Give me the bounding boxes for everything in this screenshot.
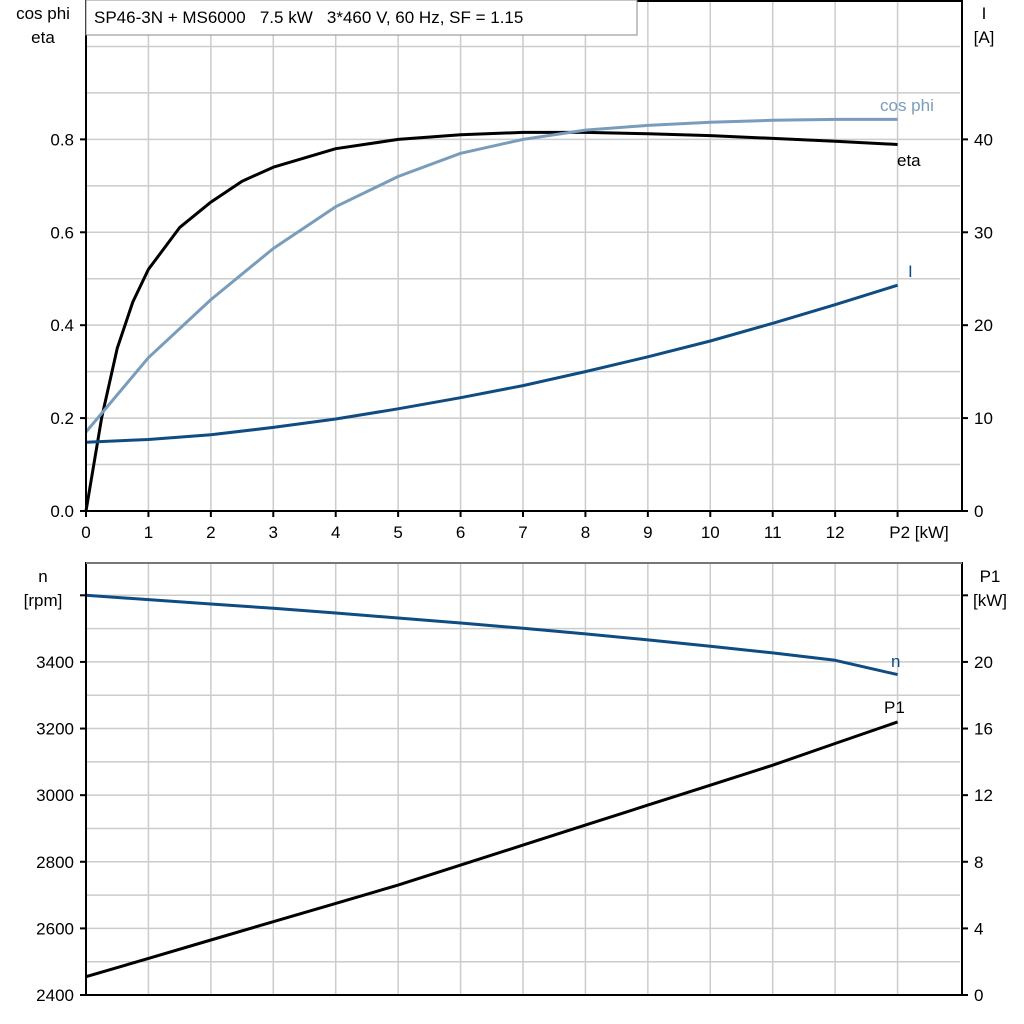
x-tick-label: 11: [764, 523, 782, 542]
y-right-tick-label: 4: [974, 919, 983, 938]
y-right-label-p1: P1: [980, 567, 1001, 586]
y-right-tick-label: 8: [974, 853, 983, 872]
y-tick-label: 2400: [36, 986, 74, 1005]
y-right-label-i: I: [982, 4, 987, 23]
series-line-cos-phi: [84, 117, 898, 433]
y-right-tick-label: 16: [974, 720, 993, 739]
x-tick-label: 10: [701, 523, 720, 542]
y-tick-label: 2600: [36, 919, 74, 938]
y-tick-label: 0.0: [50, 502, 74, 521]
top-grid: [86, 0, 960, 511]
y-right-tick-label: 10: [974, 409, 993, 428]
x-tick-label: 1: [144, 523, 153, 542]
y-right-tick-label: 30: [974, 223, 993, 242]
y-label-eta: eta: [31, 28, 55, 47]
x-tick-label: 7: [518, 523, 527, 542]
x-tick-label: 0: [81, 523, 90, 542]
x-tick-label: 4: [331, 523, 340, 542]
y-right-label-unit-a: [A]: [974, 28, 995, 47]
y-right-tick-label: 20: [974, 316, 993, 335]
y-tick-label: 0.8: [50, 130, 74, 149]
y-right-tick-label: 40: [974, 130, 993, 149]
x-tick-label: 6: [456, 523, 465, 542]
series-line-i: [85, 283, 899, 444]
x-axis-label: P2 [kW]: [889, 523, 949, 542]
y-tick-label: 2800: [36, 853, 74, 872]
title-box: SP46-3N + MS6000 7.5 kW 3*460 V, 60 Hz, …: [85, 0, 638, 36]
y-tick-label: 0.4: [50, 316, 74, 335]
series-label-i: I: [908, 262, 913, 281]
y-tick-label: 3200: [36, 720, 74, 739]
series-label-cos-phi: cos phi: [880, 96, 934, 115]
series-line-eta: [84, 130, 898, 512]
series-line-n: [85, 593, 898, 677]
y-tick-label: 0.2: [50, 409, 74, 428]
series-lines: [84, 117, 899, 979]
x-tick-label: 9: [643, 523, 652, 542]
y-right-label-kw: [kW]: [973, 591, 1007, 610]
y-right-tick-label: 0: [974, 986, 983, 1005]
series-line-p1: [85, 720, 899, 979]
series-label-eta: eta: [897, 151, 921, 170]
chart-title: SP46-3N + MS6000 7.5 kW 3*460 V, 60 Hz, …: [94, 8, 523, 27]
y-right-tick-label: 20: [974, 653, 993, 672]
y-tick-label: 3400: [36, 653, 74, 672]
x-tick-label: 12: [826, 523, 845, 542]
x-tick-label: 5: [393, 523, 402, 542]
y-tick-label: 0.6: [50, 223, 74, 242]
y-label-rpm: [rpm]: [24, 591, 63, 610]
x-tick-label: 2: [206, 523, 215, 542]
y-label-n: n: [38, 567, 47, 586]
series-label-p1: P1: [884, 698, 905, 717]
y-right-tick-label: 0: [974, 502, 983, 521]
y-tick-label: 3000: [36, 786, 74, 805]
x-tick-label: 3: [269, 523, 278, 542]
y-label-cos-phi: cos phi: [16, 4, 70, 23]
x-tick-label: 8: [581, 523, 590, 542]
y-right-tick-label: 12: [974, 786, 993, 805]
series-label-n: n: [891, 652, 900, 671]
